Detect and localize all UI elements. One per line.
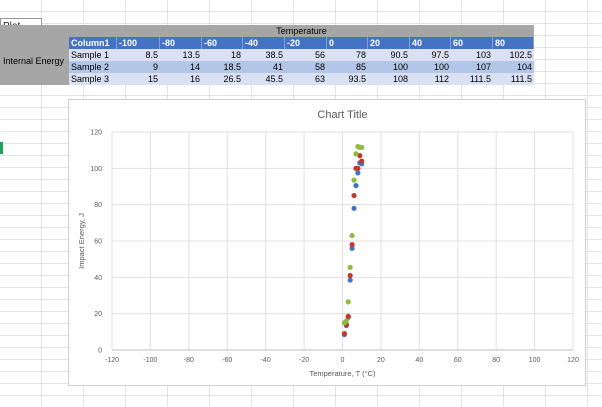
table-cell[interactable]: 18 — [202, 49, 243, 61]
table-cell[interactable]: 41 — [243, 61, 285, 73]
table-cell[interactable]: 38.5 — [243, 49, 285, 61]
column-header[interactable]: 40 — [410, 37, 451, 49]
table-cell[interactable]: 45.5 — [243, 73, 285, 85]
table-cell[interactable]: 16 — [160, 73, 202, 85]
table-cell[interactable]: 111.5 — [451, 73, 493, 85]
x-axis-title: Temperature, T (°C) — [309, 369, 376, 378]
data-point — [355, 165, 361, 171]
table-cell[interactable]: 104 — [493, 61, 534, 73]
data-point — [351, 205, 357, 211]
column-header[interactable]: 20 — [368, 37, 410, 49]
x-tick-label: 120 — [567, 357, 579, 364]
y-axis-title: Impact Energy, J — [77, 213, 86, 269]
y-tick-label: 60 — [94, 239, 102, 246]
y-tick-label: 0 — [98, 348, 102, 355]
data-point — [341, 331, 348, 337]
column-header[interactable]: -100 — [117, 37, 160, 49]
table-cell[interactable]: 97.5 — [410, 49, 451, 61]
x-tick-label: 60 — [454, 357, 462, 364]
table-cell[interactable]: 8.5 — [117, 49, 160, 61]
table-cell[interactable]: 100 — [410, 61, 451, 73]
column-header[interactable]: 0 — [327, 37, 368, 49]
table-cell[interactable]: 93.5 — [327, 73, 368, 85]
data-point — [351, 177, 357, 183]
table-cell[interactable]: 56 — [285, 49, 327, 61]
y-tick-label: 80 — [94, 202, 102, 209]
x-tick-label: -60 — [222, 357, 232, 364]
table-cell[interactable]: 107 — [451, 61, 493, 73]
table-cell[interactable]: 112 — [410, 73, 451, 85]
table-cell[interactable]: 18.5 — [202, 61, 243, 73]
data-point — [345, 313, 351, 319]
data-point — [347, 277, 353, 283]
x-tick-label: -80 — [184, 357, 194, 364]
x-tick-label: 40 — [415, 357, 423, 364]
x-tick-label: 80 — [492, 357, 500, 364]
table-cell[interactable]: 15 — [117, 73, 160, 85]
data-point — [343, 318, 349, 324]
column-header[interactable]: 60 — [451, 37, 493, 49]
data-point — [345, 299, 351, 305]
table-cell[interactable]: 58 — [285, 61, 327, 73]
table-cell[interactable]: 14 — [160, 61, 202, 73]
data-point — [349, 232, 355, 239]
x-tick-label: 0 — [341, 357, 345, 364]
column-header[interactable]: 80 — [493, 37, 534, 49]
data-point — [353, 151, 359, 157]
table-cell[interactable]: 78 — [327, 49, 368, 61]
data-point — [359, 144, 365, 151]
column-header[interactable]: -20 — [285, 37, 327, 49]
table-cell[interactable]: 9 — [117, 61, 160, 73]
table-cell[interactable]: 102.5 — [493, 49, 534, 61]
table-cell[interactable]: 108 — [368, 73, 410, 85]
data-point — [355, 170, 361, 176]
table-cell[interactable]: 26.5 — [202, 73, 243, 85]
y-tick-label: 120 — [90, 130, 102, 137]
table-cell[interactable]: 13.5 — [160, 49, 202, 61]
table-cell[interactable]: 111.5 — [493, 73, 534, 85]
x-tick-label: -20 — [299, 357, 309, 364]
data-point — [353, 182, 359, 189]
column-header[interactable]: -80 — [160, 37, 202, 49]
x-tick-label: -120 — [105, 357, 119, 364]
data-point — [351, 192, 357, 199]
x-tick-label: 100 — [529, 357, 541, 364]
scatter-chart[interactable]: -120 -100 -80 -60 -40 -20 0 20 40 60 80 100 120 0 20 40… — [69, 100, 585, 385]
row-label[interactable]: Sample 3 — [69, 73, 117, 85]
table-cell[interactable]: 63 — [285, 73, 327, 85]
x-tick-label: -100 — [143, 357, 157, 364]
data-point — [347, 272, 353, 279]
data-point — [349, 245, 355, 251]
x-tick-label: -40 — [261, 357, 271, 364]
table-cell[interactable]: 85 — [327, 61, 368, 73]
row-selection-marker — [0, 142, 3, 154]
chart-title: Chart Title — [317, 109, 367, 121]
y-tick-label: 40 — [94, 275, 102, 282]
y-tick-label: 100 — [90, 166, 102, 173]
y-tick-label: 20 — [94, 311, 102, 318]
column-header[interactable]: -60 — [202, 37, 243, 49]
data-point — [349, 242, 355, 248]
table-cell[interactable]: 103 — [451, 49, 493, 61]
row-group-label: Internal Energy — [0, 37, 69, 85]
table-cell[interactable]: 100 — [368, 61, 410, 73]
data-point — [347, 264, 353, 270]
column-header[interactable]: -40 — [243, 37, 285, 49]
chart-area[interactable]: -120 -100 -80 -60 -40 -20 0 20 40 60 80 100 120 0 20 40… — [68, 99, 586, 386]
data-point — [359, 158, 365, 164]
table-cell[interactable]: 90.5 — [368, 49, 410, 61]
row-label[interactable]: Sample 2 — [69, 61, 117, 73]
column-header[interactable]: Column1 — [69, 37, 117, 49]
x-tick-label: 20 — [377, 357, 385, 364]
group-header-temperature: Temperature — [69, 25, 534, 37]
row-label[interactable]: Sample 1 — [69, 49, 117, 61]
